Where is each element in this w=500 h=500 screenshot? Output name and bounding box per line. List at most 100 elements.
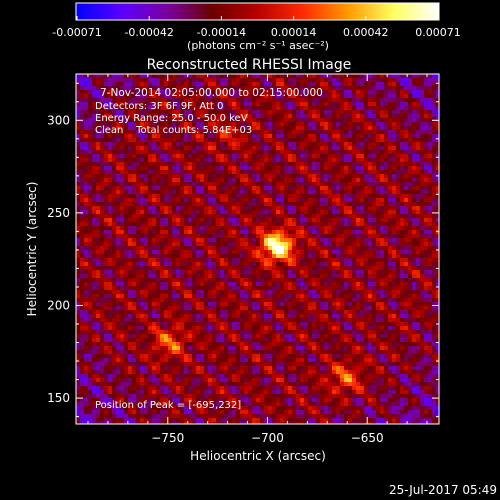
heatmap-cell — [348, 90, 352, 94]
heatmap-cell — [368, 274, 372, 278]
heatmap-cell — [200, 194, 204, 198]
heatmap-cell — [276, 118, 280, 122]
heatmap-cell — [300, 182, 304, 186]
heatmap-cell — [324, 154, 328, 158]
heatmap-cell — [380, 150, 384, 154]
heatmap-cell — [400, 278, 404, 282]
heatmap-cell — [124, 222, 128, 226]
heatmap-cell — [172, 250, 176, 254]
heatmap-cell — [272, 230, 276, 234]
heatmap-cell — [180, 214, 184, 218]
heatmap-cell — [148, 146, 152, 150]
heatmap-cell — [272, 278, 276, 282]
heatmap-cell — [392, 78, 396, 82]
heatmap-cell — [148, 214, 152, 218]
heatmap-cell — [356, 134, 360, 138]
heatmap-cell — [80, 226, 84, 230]
heatmap-cell — [104, 266, 108, 270]
heatmap-cell — [172, 230, 176, 234]
heatmap-cell — [164, 122, 168, 126]
heatmap-cell — [260, 90, 264, 94]
heatmap-cell — [296, 178, 300, 182]
heatmap-cell — [352, 242, 356, 246]
heatmap-cell — [164, 154, 168, 158]
heatmap-cell — [240, 74, 244, 78]
heatmap-cell — [128, 174, 132, 178]
heatmap-cell — [192, 150, 196, 154]
heatmap-cell — [228, 202, 232, 206]
heatmap-cell — [348, 278, 352, 282]
heatmap-cell — [228, 230, 232, 234]
heatmap-cell — [408, 258, 412, 262]
heatmap-cell — [120, 282, 124, 286]
heatmap-cell — [272, 82, 276, 86]
heatmap-cell — [184, 182, 188, 186]
heatmap-cell — [332, 270, 336, 274]
heatmap-cell — [316, 194, 320, 198]
heatmap-cell — [260, 190, 264, 194]
heatmap-cell — [128, 134, 132, 138]
heatmap-cell — [320, 114, 324, 118]
heatmap-cell — [308, 278, 312, 282]
heatmap-cell — [244, 166, 248, 170]
heatmap-cell — [348, 98, 352, 102]
heatmap-cell — [308, 146, 312, 150]
heatmap-cell — [340, 198, 344, 202]
heatmap-cell — [216, 238, 220, 242]
heatmap-cell — [80, 214, 84, 218]
heatmap-cell — [376, 226, 380, 230]
heatmap-cell — [332, 226, 336, 230]
heatmap-cell — [296, 274, 300, 278]
heatmap-cell — [88, 162, 92, 166]
heatmap-cell — [188, 98, 192, 102]
heatmap-cell — [436, 74, 439, 78]
heatmap-cell — [192, 234, 196, 238]
heatmap-cell — [136, 218, 140, 222]
heatmap-cell — [320, 94, 324, 98]
heatmap-cell — [256, 246, 260, 250]
heatmap-cell — [132, 74, 136, 78]
heatmap-cell — [292, 238, 296, 242]
heatmap-cell — [408, 262, 412, 266]
heatmap-cell — [100, 154, 104, 158]
heatmap-cell — [352, 210, 356, 214]
heatmap-cell — [352, 138, 356, 142]
heatmap-cell — [324, 258, 328, 262]
heatmap-cell — [360, 270, 364, 274]
heatmap-cell — [120, 158, 124, 162]
heatmap-cell — [320, 86, 324, 90]
heatmap-cell — [152, 226, 156, 230]
heatmap-cell — [408, 154, 412, 158]
heatmap-cell — [376, 110, 380, 114]
heatmap-cell — [172, 118, 176, 122]
heatmap-cell — [200, 182, 204, 186]
heatmap-cell — [288, 78, 292, 82]
heatmap-cell — [88, 182, 92, 186]
heatmap-cell — [188, 246, 192, 250]
heatmap-cell — [132, 286, 136, 290]
heatmap-cell — [288, 194, 292, 198]
heatmap-cell — [96, 226, 100, 230]
heatmap-cell — [96, 250, 100, 254]
heatmap-cell — [284, 174, 288, 178]
heatmap-cell — [96, 198, 100, 202]
heatmap-cell — [160, 82, 164, 86]
heatmap-cell — [312, 202, 316, 206]
heatmap-cell — [264, 154, 268, 158]
heatmap-cell — [100, 278, 104, 282]
heatmap-cell — [224, 238, 228, 242]
heatmap-cell — [88, 98, 92, 102]
heatmap-cell — [112, 134, 116, 138]
heatmap-cell — [284, 78, 288, 82]
heatmap-cell — [88, 274, 92, 278]
heatmap-cell — [84, 222, 88, 226]
heatmap-cell — [80, 74, 84, 78]
heatmap-cell — [232, 194, 236, 198]
heatmap-cell — [92, 150, 96, 154]
heatmap-cell — [108, 218, 112, 222]
heatmap-cell — [148, 122, 152, 126]
heatmap-cell — [140, 122, 144, 126]
heatmap-cell — [280, 258, 284, 262]
heatmap-cell — [240, 278, 244, 282]
